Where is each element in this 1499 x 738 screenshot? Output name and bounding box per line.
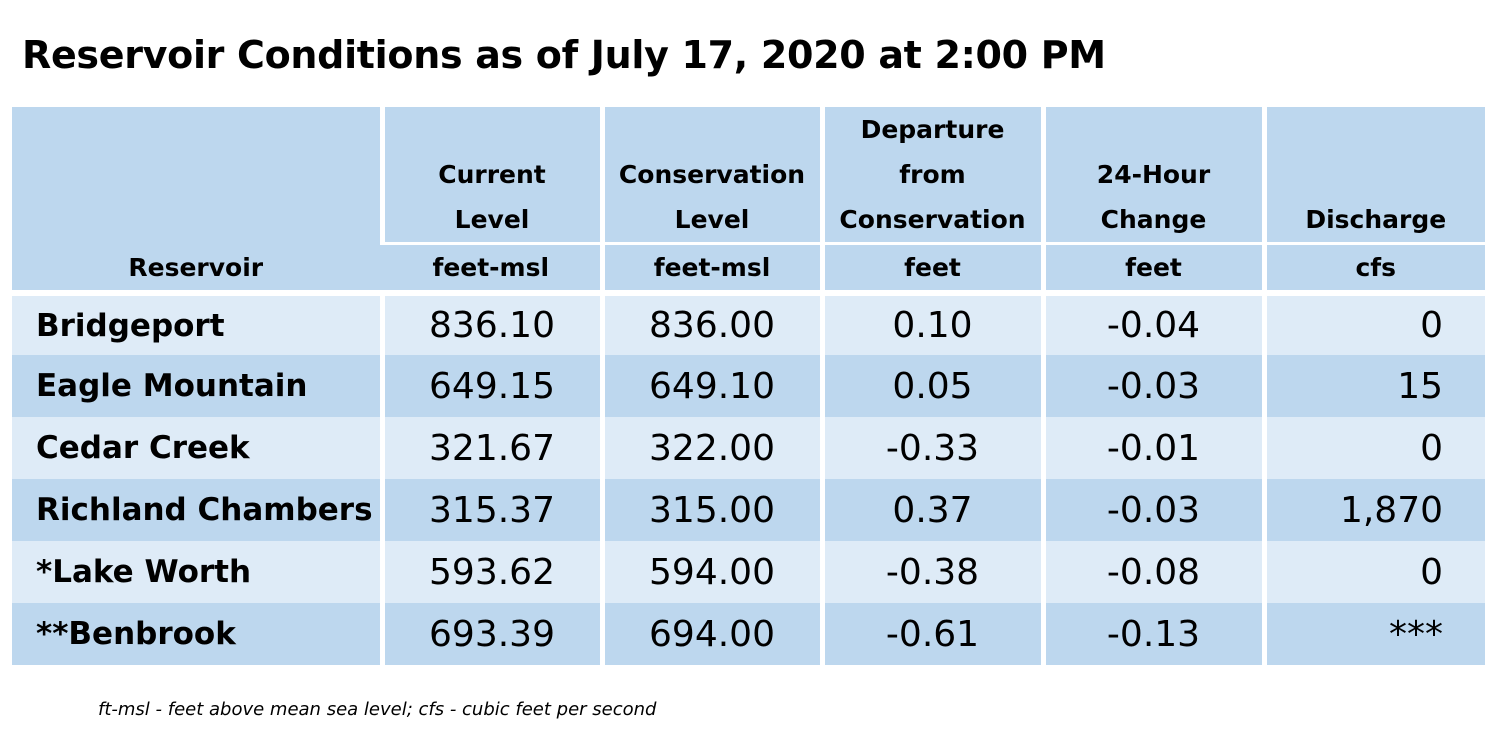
reservoir-name: Eagle Mountain	[12, 355, 382, 417]
current-level-cell: 693.39	[379, 603, 602, 665]
discharge-cell: 0	[1261, 290, 1485, 355]
departure-cell: 0.05	[819, 355, 1043, 417]
discharge-cell: 1,870	[1261, 479, 1485, 541]
table-row: **Benbrook 693.39 694.00 -0.61 -0.13 ***	[12, 603, 1485, 665]
change-cell: -0.01	[1040, 417, 1264, 479]
header-line: from	[899, 160, 966, 189]
current-level-cell: 836.10	[379, 290, 602, 355]
table-row: Cedar Creek 321.67 322.00 -0.33 -0.01 0	[12, 417, 1485, 479]
table-row: Eagle Mountain 649.15 649.10 0.05 -0.03 …	[12, 355, 1485, 417]
header-reservoir-label: Reservoir	[128, 253, 264, 282]
departure-cell: -0.38	[819, 541, 1043, 603]
reservoir-name: *Lake Worth	[12, 541, 382, 603]
header-units-row: feet-msl feet-msl feet feet cfs	[12, 242, 1485, 293]
current-level-cell: 321.67	[379, 417, 602, 479]
reservoir-conditions-table: Reservoir Current Level Conservation Lev…	[12, 107, 1485, 665]
conservation-level-cell: 315.00	[599, 479, 822, 541]
header-line: Discharge	[1305, 205, 1447, 234]
header-line: Level	[454, 205, 530, 234]
discharge-cell: 0	[1261, 417, 1485, 479]
departure-cell: -0.61	[819, 603, 1043, 665]
header-line: Current	[438, 160, 546, 189]
header-line: Departure	[860, 115, 1005, 144]
header-line: 24-Hour	[1096, 160, 1211, 189]
conservation-level-cell: 649.10	[599, 355, 822, 417]
departure-cell: -0.33	[819, 417, 1043, 479]
conservation-level-cell: 836.00	[599, 290, 822, 355]
current-level-cell: 649.15	[379, 355, 602, 417]
discharge-cell: 0	[1261, 541, 1485, 603]
reservoir-name: Richland Chambers	[12, 479, 382, 541]
change-cell: -0.04	[1040, 290, 1264, 355]
table-row: Richland Chambers 315.37 315.00 0.37 -0.…	[12, 479, 1485, 541]
header-line: Level	[674, 205, 750, 234]
unit-current-level: feet-msl	[382, 242, 602, 293]
header-24-hour-change: 24-Hour Change	[1040, 107, 1264, 244]
departure-cell: 0.10	[819, 290, 1043, 355]
reservoir-name: **Benbrook	[12, 603, 382, 665]
header-line: Conservation	[839, 205, 1026, 234]
change-cell: -0.03	[1040, 355, 1264, 417]
footnote: ft-msl - feet above mean sea level; cfs …	[98, 699, 657, 720]
departure-cell: 0.37	[819, 479, 1043, 541]
unit-conservation-level: feet-msl	[599, 242, 822, 293]
discharge-cell: ***	[1261, 603, 1485, 665]
header-reservoir: Reservoir	[12, 107, 382, 293]
reservoir-name: Bridgeport	[12, 290, 382, 355]
reservoir-name: Cedar Creek	[12, 417, 382, 479]
conservation-level-cell: 594.00	[599, 541, 822, 603]
header-conservation-level: Conservation Level	[599, 107, 822, 244]
header-departure: Departure from Conservation	[819, 107, 1043, 244]
unit-discharge: cfs	[1261, 242, 1485, 293]
unit-24-hour-change: feet	[1040, 242, 1264, 293]
header-line: Change	[1100, 205, 1207, 234]
current-level-cell: 315.37	[379, 479, 602, 541]
conservation-level-cell: 694.00	[599, 603, 822, 665]
table-row: *Lake Worth 593.62 594.00 -0.38 -0.08 0	[12, 541, 1485, 603]
header-line: Conservation	[618, 160, 806, 189]
table-row: Bridgeport 836.10 836.00 0.10 -0.04 0	[12, 290, 1485, 355]
discharge-cell: 15	[1261, 355, 1485, 417]
conservation-level-cell: 322.00	[599, 417, 822, 479]
unit-departure: feet	[819, 242, 1043, 293]
change-cell: -0.13	[1040, 603, 1264, 665]
header-row: Reservoir Current Level Conservation Lev…	[12, 107, 1485, 293]
header-discharge: Discharge	[1261, 107, 1485, 244]
header-current-level: Current Level	[379, 107, 602, 244]
current-level-cell: 593.62	[379, 541, 602, 603]
change-cell: -0.08	[1040, 541, 1264, 603]
page-title: Reservoir Conditions as of July 17, 2020…	[22, 33, 1106, 77]
change-cell: -0.03	[1040, 479, 1264, 541]
